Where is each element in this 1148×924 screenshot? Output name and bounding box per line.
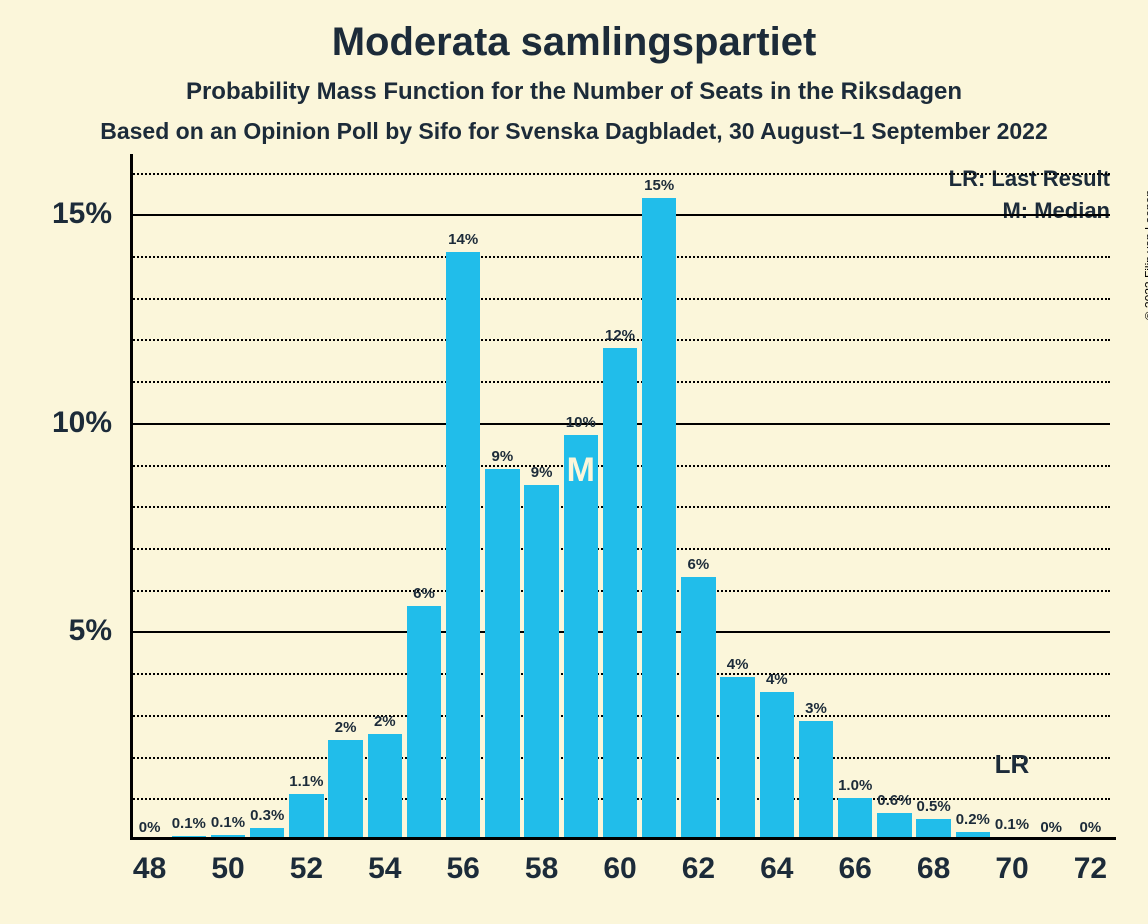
bar-value-label: 15%: [644, 177, 674, 194]
x-tick-label: 62: [682, 852, 715, 886]
bar-value-label: 3%: [805, 700, 827, 717]
x-tick-label: 60: [603, 852, 636, 886]
bar-value-label: 0.6%: [877, 792, 911, 809]
bar: [328, 740, 362, 840]
bar-value-label: 1.0%: [838, 777, 872, 794]
x-tick-label: 52: [290, 852, 323, 886]
copyright-text: © 2022 Filip van Laenen: [1142, 190, 1148, 320]
y-tick-label: 5%: [0, 614, 112, 648]
y-tick-label: 10%: [0, 406, 112, 440]
annotation-median: M: [567, 451, 595, 490]
bar: [603, 348, 637, 840]
grid-minor: [130, 256, 1110, 258]
bar-value-label: 0.1%: [172, 815, 206, 832]
x-tick-label: 66: [839, 852, 872, 886]
x-tick-label: 54: [368, 852, 401, 886]
x-tick-label: 70: [995, 852, 1028, 886]
x-tick-label: 50: [211, 852, 244, 886]
x-tick-label: 58: [525, 852, 558, 886]
bar-value-label: 2%: [335, 719, 357, 736]
x-tick-label: 64: [760, 852, 793, 886]
bar: [681, 577, 715, 840]
bar: [446, 252, 480, 840]
chart-subtitle: Probability Mass Function for the Number…: [0, 78, 1148, 106]
bar: [289, 794, 323, 840]
bar-value-label: 2%: [374, 713, 396, 730]
bar: [720, 677, 754, 840]
bar-value-label: 4%: [766, 671, 788, 688]
bar-value-label: 0.3%: [250, 807, 284, 824]
bar-value-label: 0.2%: [956, 811, 990, 828]
bar-value-label: 6%: [688, 556, 710, 573]
bar-value-label: 14%: [448, 231, 478, 248]
bar: [368, 734, 402, 840]
bar-value-label: 12%: [605, 327, 635, 344]
bar: [642, 198, 676, 840]
x-axis: [130, 837, 1116, 840]
bar-value-label: 4%: [727, 656, 749, 673]
annotation-last-result: LR: [995, 749, 1030, 780]
grid-minor: [130, 298, 1110, 300]
bar: [407, 606, 441, 840]
bar-value-label: 10%: [566, 414, 596, 431]
bar-value-label: 9%: [492, 448, 514, 465]
bar-value-label: 1.1%: [289, 773, 323, 790]
bar-value-label: 0.5%: [916, 798, 950, 815]
y-tick-label: 15%: [0, 197, 112, 231]
bar-value-label: 0%: [139, 819, 161, 836]
chart-title: Moderata samlingspartiet: [0, 20, 1148, 65]
grid-minor: [130, 173, 1110, 175]
chart-canvas: © 2022 Filip van Laenen Moderata samling…: [0, 0, 1148, 924]
x-tick-label: 72: [1074, 852, 1107, 886]
bar-value-label: 0%: [1080, 819, 1102, 836]
x-tick-label: 48: [133, 852, 166, 886]
bar: [838, 798, 872, 840]
chart-source: Based on an Opinion Poll by Sifo for Sve…: [0, 118, 1148, 145]
bar: [524, 485, 558, 840]
bar: [760, 692, 794, 840]
bar-value-label: 6%: [413, 585, 435, 602]
x-tick-label: 56: [447, 852, 480, 886]
y-axis: [130, 154, 133, 840]
x-tick-label: 68: [917, 852, 950, 886]
bar-value-label: 0%: [1040, 819, 1062, 836]
bar: [877, 813, 911, 840]
bar-value-label: 9%: [531, 464, 553, 481]
bar: [485, 469, 519, 840]
bar: [564, 435, 598, 840]
grid-major: [130, 214, 1110, 216]
plot-area: 0% 0.1% 0.1% 0.3% 1.1% 2% 2% 6% 14% 9% 9% 10% 12% 15%…: [130, 160, 1110, 840]
bar-value-label: 0.1%: [211, 814, 245, 831]
bar: [799, 721, 833, 840]
bar-value-label: 0.1%: [995, 816, 1029, 833]
